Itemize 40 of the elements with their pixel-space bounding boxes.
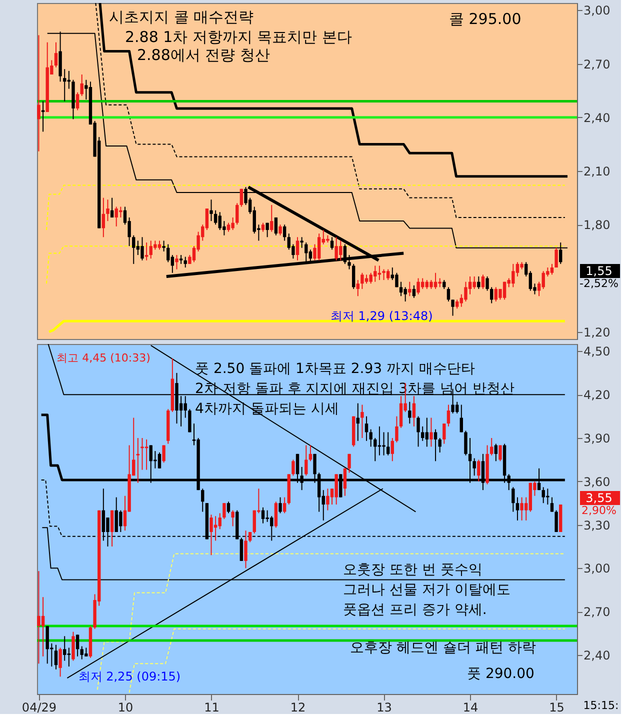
y-tick-label: 2,40 xyxy=(584,110,610,125)
annotation: 풋옵션 프리 증가 약세. xyxy=(343,602,487,618)
y-tick-label: 3,60 xyxy=(584,474,610,489)
y-tick-label: 3,00 xyxy=(584,562,610,576)
y-tick-label: 3,00 xyxy=(584,4,610,18)
text: 3,55 xyxy=(586,491,612,505)
y-tick-label: 2,10 xyxy=(584,164,610,178)
text: 2,90% xyxy=(582,504,616,517)
annotation: 오후장 헤드엔 숄더 패턴 하락 xyxy=(350,640,536,656)
y-tick-label: 1,20 xyxy=(584,325,610,340)
annotation: 최저 1,29 (13:48) xyxy=(330,308,433,323)
annotation: 4차까지 돌파되는 시세 xyxy=(195,401,339,417)
text: -2,52% xyxy=(580,277,618,290)
annotation: 2.88에서 전량 청산 xyxy=(137,46,270,64)
x-tick-label: 10 xyxy=(118,700,134,714)
y-tick-label: 4,20 xyxy=(584,388,610,402)
annotation: 그러나 선물 저가 이탈에도 xyxy=(343,582,510,598)
x-tick-label: 11 xyxy=(204,700,220,714)
y-tick-label: 2,70 xyxy=(584,57,610,72)
text: 1,55 xyxy=(586,264,612,278)
annotation: 풋 2.50 돌파에 1차목표 2.93 까지 매수단타 xyxy=(195,361,475,377)
text: 15:15: xyxy=(583,699,619,712)
x-tick-label: 04/29 xyxy=(22,700,57,714)
annotation: 풋 290.00 xyxy=(467,666,534,682)
y-tick-label: 2,70 xyxy=(584,605,610,620)
x-tick-label: 13 xyxy=(376,700,392,714)
y-tick-label: 3,30 xyxy=(584,518,610,532)
y-tick-label: 1,80 xyxy=(584,218,610,232)
x-tick-label: 14 xyxy=(462,700,478,714)
y-tick-label: 4,50 xyxy=(584,344,610,359)
annotation: 2.88 1차 저항까지 목표치만 본다 xyxy=(125,28,352,46)
annotation: 최저 2,25 (09:15) xyxy=(78,670,181,684)
annotation: 시초지지 콜 매수전략 xyxy=(109,8,254,26)
y-tick-label: 3,90 xyxy=(584,432,610,446)
y-tick-label: 2,40 xyxy=(584,648,610,662)
annotation: 최고 4,45 (10:33) xyxy=(56,351,150,364)
x-tick-label: 12 xyxy=(290,700,306,714)
x-tick-label: 15 xyxy=(549,700,564,714)
annotation: 콜 295.00 xyxy=(449,10,522,28)
annotation: 오훗장 또한 번 풋수익 xyxy=(343,562,482,578)
